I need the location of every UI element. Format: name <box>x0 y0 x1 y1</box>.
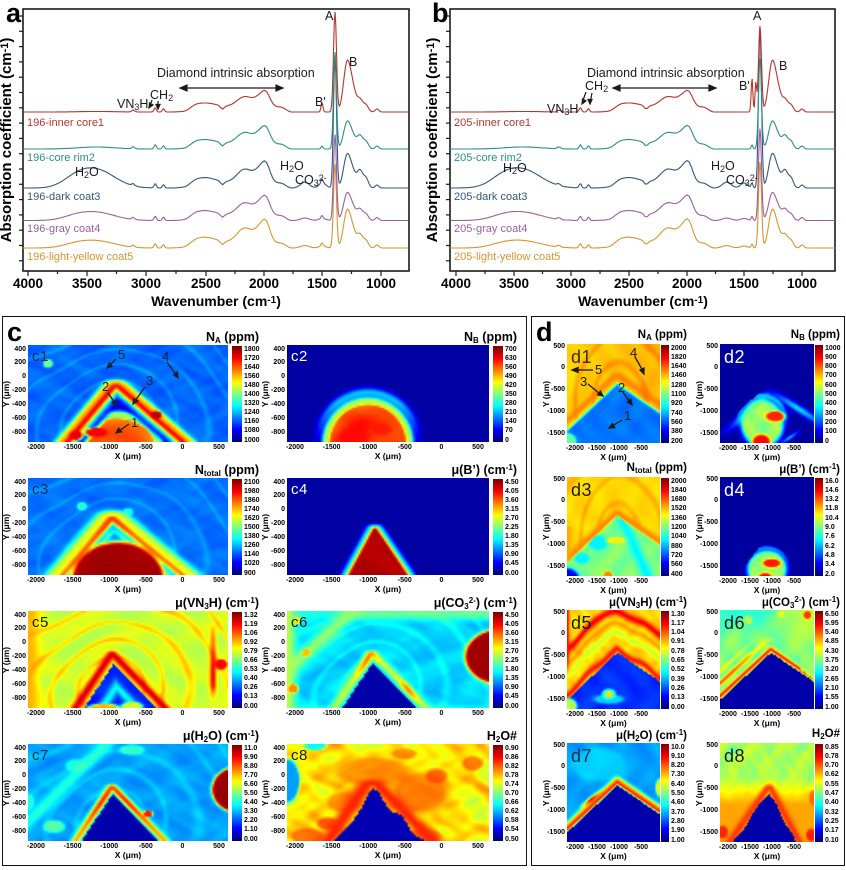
svg-text:Absorption coefficient (cm-1): Absorption coefficient (cm-1) <box>424 38 441 243</box>
svg-text:VN3H: VN3H <box>117 97 148 112</box>
svg-text:3: 3 <box>146 373 153 388</box>
svg-text:a: a <box>6 0 22 28</box>
svg-text:4000: 4000 <box>13 276 43 291</box>
svg-text:Absorption coefficient (cm-1): Absorption coefficient (cm-1) <box>0 38 15 243</box>
svg-text:B': B' <box>739 79 750 93</box>
svg-text:205-gray coat4: 205-gray coat4 <box>454 223 527 235</box>
svg-text:2000: 2000 <box>249 276 279 291</box>
svg-text:VN3H: VN3H <box>547 102 578 117</box>
svg-text:3: 3 <box>580 374 587 389</box>
svg-text:1500: 1500 <box>729 276 759 291</box>
svg-text:1: 1 <box>131 415 138 430</box>
svg-text:Diamond intrinsic absorption: Diamond intrinsic absorption <box>587 66 745 80</box>
svg-text:3000: 3000 <box>556 276 586 291</box>
svg-text:4: 4 <box>630 345 637 360</box>
svg-text:5: 5 <box>595 362 602 377</box>
svg-text:2: 2 <box>102 379 109 394</box>
svg-text:196-core rim2: 196-core rim2 <box>27 152 95 164</box>
svg-text:196-light-yellow coat5: 196-light-yellow coat5 <box>27 251 133 263</box>
svg-text:205-dark coat3: 205-dark coat3 <box>454 191 527 203</box>
svg-text:3500: 3500 <box>499 276 529 291</box>
svg-text:Diamond intrinsic absorption: Diamond intrinsic absorption <box>157 66 315 80</box>
svg-text:Wavenumber (cm-1): Wavenumber (cm-1) <box>151 293 281 309</box>
svg-text:3500: 3500 <box>72 276 102 291</box>
svg-text:b: b <box>432 0 449 28</box>
svg-text:2000: 2000 <box>672 276 702 291</box>
svg-text:205-inner core1: 205-inner core1 <box>454 117 531 129</box>
svg-text:CH2: CH2 <box>585 79 608 94</box>
svg-text:A: A <box>753 9 762 23</box>
svg-text:196-dark coat3: 196-dark coat3 <box>27 191 100 203</box>
svg-text:1000: 1000 <box>366 276 396 291</box>
svg-text:CO32-: CO32- <box>295 173 327 188</box>
svg-text:B': B' <box>315 95 326 109</box>
svg-text:B: B <box>349 55 357 69</box>
svg-text:196-gray coat4: 196-gray coat4 <box>27 223 100 235</box>
svg-text:1: 1 <box>624 408 631 423</box>
svg-text:4: 4 <box>162 349 169 364</box>
svg-text:2500: 2500 <box>191 276 221 291</box>
svg-text:A: A <box>325 9 334 23</box>
svg-text:3000: 3000 <box>131 276 161 291</box>
svg-text:Wavenumber (cm-1): Wavenumber (cm-1) <box>578 293 708 309</box>
svg-text:H2O: H2O <box>280 159 304 174</box>
svg-text:205-light-yellow coat5: 205-light-yellow coat5 <box>454 251 560 263</box>
svg-text:H2O: H2O <box>503 161 527 176</box>
svg-text:1500: 1500 <box>307 276 337 291</box>
svg-text:CH2: CH2 <box>150 88 173 103</box>
svg-text:B: B <box>779 59 787 73</box>
svg-text:2500: 2500 <box>614 276 644 291</box>
svg-text:5: 5 <box>118 347 125 362</box>
svg-text:205-core rim2: 205-core rim2 <box>454 152 522 164</box>
svg-text:2: 2 <box>618 380 625 395</box>
svg-text:4000: 4000 <box>441 276 471 291</box>
svg-text:196-inner core1: 196-inner core1 <box>27 117 104 129</box>
svg-text:1000: 1000 <box>787 276 817 291</box>
svg-text:H2O: H2O <box>75 165 99 180</box>
svg-text:H2O: H2O <box>711 159 735 174</box>
